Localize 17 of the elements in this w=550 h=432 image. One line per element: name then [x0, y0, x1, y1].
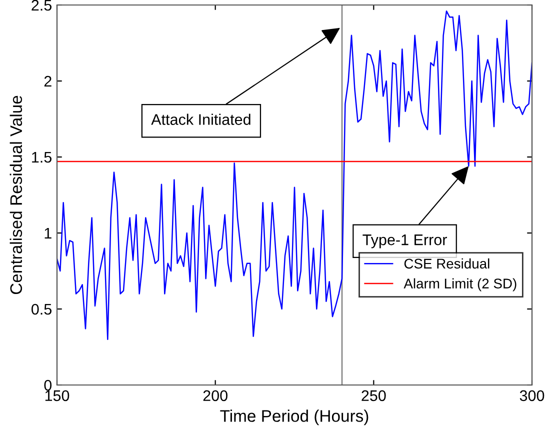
annotation: Attack Initiated	[151, 114, 250, 125]
y-tick-label: 2.5	[32, 0, 52, 11]
y-tick-label: 0.5	[32, 304, 52, 315]
x-tick-label: 200	[203, 390, 228, 402]
legend-label: Alarm Limit (2 SD)	[404, 278, 516, 292]
line-series	[57, 10, 532, 340]
x-tick-label: 150	[45, 390, 70, 402]
y-tick-label: 0	[44, 380, 52, 391]
annotation: Type-1 Error	[362, 234, 447, 248]
y-axis-title: Centralised Residual Value	[10, 96, 22, 294]
x-tick-label: 300	[520, 390, 544, 402]
x-tick-label: 250	[362, 390, 386, 402]
y-tick-label: 2	[44, 76, 52, 87]
y-tick-label: 1	[44, 228, 52, 239]
legend-label: CSE Residual	[404, 258, 490, 269]
x-axis-title: Time Period (Hours)	[220, 410, 368, 426]
y-tick-label: 1.5	[32, 152, 52, 163]
